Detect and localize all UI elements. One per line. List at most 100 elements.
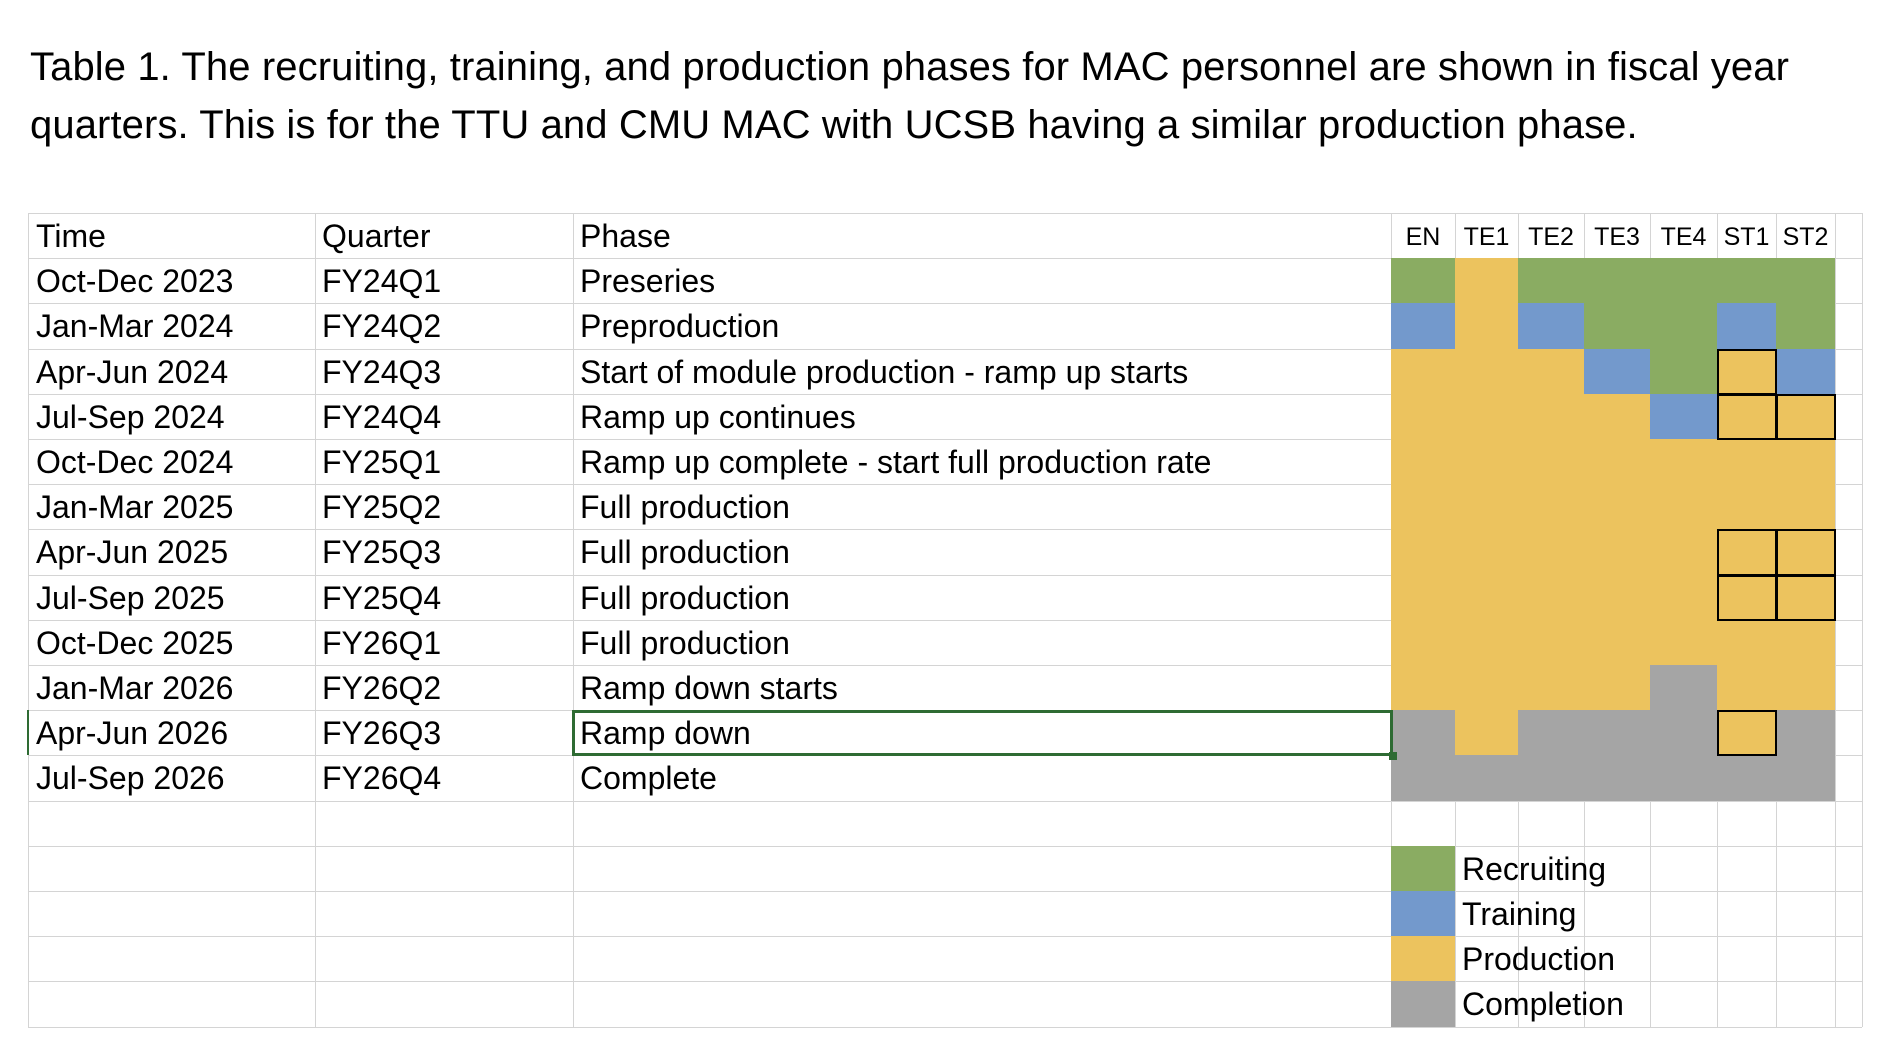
status-cell-production[interactable] [1455,619,1518,666]
header-phase[interactable]: Phase [580,218,671,254]
row-phase-cell[interactable]: Full production [580,579,790,616]
status-cell-recruiting[interactable] [1717,258,1776,304]
row-phase-cell[interactable]: Full production [580,489,790,526]
status-cell-production[interactable] [1518,574,1584,621]
outlined-status-cell[interactable] [1717,574,1777,621]
status-cell-production[interactable] [1391,393,1455,440]
status-cell-production[interactable] [1650,439,1717,485]
row-phase-cell[interactable]: Full production [580,534,790,571]
header-personnel-st1[interactable]: ST1 [1723,223,1770,251]
row-time-cell[interactable]: Apr-Jun 2026 [36,715,229,752]
status-cell-training[interactable] [1776,348,1835,395]
status-cell-production[interactable] [1776,574,1835,621]
status-cell-production[interactable] [1455,665,1518,711]
status-cell-recruiting[interactable] [1650,303,1717,350]
status-cell-training[interactable] [1518,303,1584,350]
status-cell-production[interactable] [1650,529,1717,576]
status-cell-production[interactable] [1650,619,1717,666]
status-cell-production[interactable] [1584,484,1650,530]
row-quarter-cell[interactable]: FY26Q4 [322,760,442,797]
row-phase-cell[interactable]: Preseries [580,263,716,300]
outlined-status-cell[interactable] [1717,710,1777,757]
row-time-cell[interactable]: Oct-Dec 2023 [36,263,234,300]
status-cell-completion[interactable] [1518,755,1584,802]
status-cell-completion[interactable] [1650,755,1717,802]
row-time-cell[interactable]: Jul-Sep 2024 [36,398,225,435]
header-personnel-te2[interactable]: TE2 [1528,223,1574,251]
status-cell-production[interactable] [1518,529,1584,576]
status-cell-production[interactable] [1584,393,1650,440]
status-cell-training[interactable] [1650,393,1717,440]
status-cell-recruiting[interactable] [1776,303,1835,350]
status-cell-completion[interactable] [1391,710,1455,756]
row-phase-cell[interactable]: Ramp up continues [580,398,856,435]
row-quarter-cell[interactable]: FY24Q2 [322,308,442,345]
status-cell-production[interactable] [1776,439,1835,485]
outlined-status-cell[interactable] [1776,393,1836,440]
status-cell-production[interactable] [1518,393,1584,440]
status-cell-completion[interactable] [1650,665,1717,711]
status-cell-production[interactable] [1455,393,1518,440]
status-cell-production[interactable] [1650,484,1717,530]
status-cell-production[interactable] [1518,665,1584,711]
row-quarter-cell[interactable]: FY26Q2 [322,670,442,706]
status-cell-production[interactable] [1391,348,1455,395]
row-phase-cell[interactable]: Ramp up complete - start full production… [580,444,1212,480]
status-cell-production[interactable] [1717,619,1776,666]
row-quarter-cell[interactable]: FY25Q4 [322,579,442,616]
status-cell-training[interactable] [1584,348,1650,395]
status-cell-production[interactable] [1455,439,1518,485]
outlined-status-cell[interactable] [1717,348,1777,395]
status-cell-production[interactable] [1717,439,1776,485]
header-time[interactable]: Time [36,218,106,254]
status-cell-production[interactable] [1391,439,1455,485]
row-time-cell[interactable]: Oct-Dec 2025 [36,624,234,661]
row-quarter-cell[interactable]: FY26Q3 [322,715,442,752]
row-phase-cell[interactable]: Complete [580,760,717,797]
status-cell-production[interactable] [1518,348,1584,395]
header-personnel-en[interactable]: EN [1405,223,1441,251]
row-quarter-cell[interactable]: FY25Q3 [322,534,442,571]
row-time-cell[interactable]: Jan-Mar 2025 [36,489,234,526]
status-cell-recruiting[interactable] [1776,258,1835,304]
status-cell-recruiting[interactable] [1650,348,1717,395]
status-cell-completion[interactable] [1391,755,1455,802]
status-cell-production[interactable] [1455,529,1518,576]
status-cell-completion[interactable] [1518,710,1584,756]
status-cell-production[interactable] [1391,529,1455,576]
status-cell-production[interactable] [1650,574,1717,621]
header-personnel-te1[interactable]: TE1 [1463,223,1510,251]
row-time-cell[interactable]: Jul-Sep 2026 [36,760,225,797]
header-personnel-te3[interactable]: TE3 [1594,223,1640,251]
status-cell-production[interactable] [1776,393,1835,440]
status-cell-completion[interactable] [1776,710,1835,756]
row-phase-cell[interactable]: Start of module production - ramp up sta… [580,353,1189,390]
status-cell-production[interactable] [1717,710,1776,756]
row-quarter-cell[interactable]: FY24Q4 [322,398,442,435]
header-personnel-st2[interactable]: ST2 [1782,223,1829,251]
outlined-status-cell[interactable] [1776,574,1836,621]
row-phase-cell[interactable]: Ramp down starts [580,670,838,706]
row-quarter-cell[interactable]: FY26Q1 [322,624,442,661]
status-cell-recruiting[interactable] [1518,258,1584,304]
status-cell-production[interactable] [1584,574,1650,621]
status-cell-production[interactable] [1455,303,1518,350]
status-cell-production[interactable] [1584,529,1650,576]
header-personnel-te4[interactable]: TE4 [1660,223,1707,251]
status-cell-production[interactable] [1518,484,1584,530]
outlined-status-cell[interactable] [1776,529,1836,576]
row-phase-cell[interactable]: Preproduction [580,308,780,345]
status-cell-production[interactable] [1455,484,1518,530]
row-phase-cell[interactable]: Ramp down [580,715,751,752]
status-cell-production[interactable] [1717,574,1776,621]
status-cell-production[interactable] [1717,348,1776,395]
status-cell-production[interactable] [1776,484,1835,530]
status-cell-production[interactable] [1455,710,1518,756]
status-cell-completion[interactable] [1717,755,1776,802]
outlined-status-cell[interactable] [1717,393,1777,440]
status-cell-production[interactable] [1584,665,1650,711]
status-cell-production[interactable] [1776,665,1835,711]
status-cell-completion[interactable] [1776,755,1835,802]
row-quarter-cell[interactable]: FY24Q1 [322,263,442,300]
